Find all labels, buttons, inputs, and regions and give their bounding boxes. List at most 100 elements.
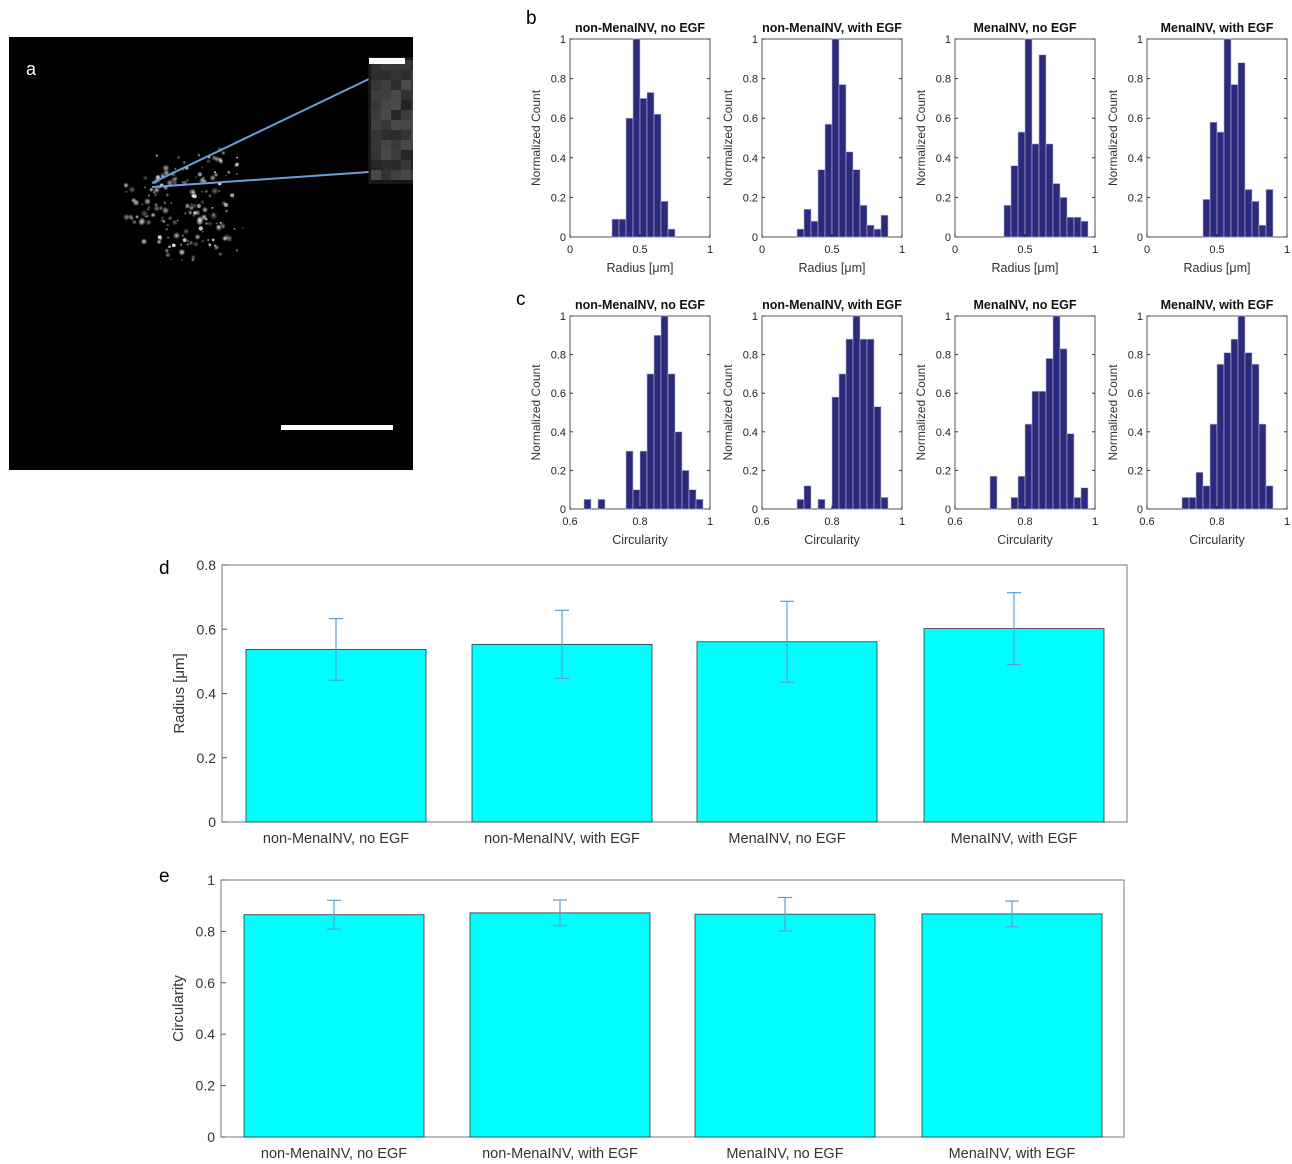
- fluorescent-spot: [224, 202, 229, 207]
- y-tick-label: 0.6: [551, 113, 566, 125]
- y-tick-label: 0.2: [1128, 192, 1143, 204]
- y-axis-label: Radius [μm]: [171, 653, 188, 733]
- histogram-bar: [866, 224, 875, 238]
- histogram-bar: [1059, 348, 1068, 510]
- histogram-bar: [688, 489, 697, 510]
- histogram-c4: 0 0.2 0.4 0.6 0.8 1 0.6 0.8 1 MenaINV, with EGF Ci…: [1106, 298, 1290, 547]
- fluorescent-spot: [194, 175, 198, 180]
- x-axis-label: Circularity: [612, 533, 668, 547]
- inset-pixel: [391, 70, 401, 80]
- x-tick-label: 0: [567, 244, 573, 256]
- fluorescent-spot: [207, 238, 210, 242]
- x-tick-label: 1: [1284, 244, 1290, 256]
- fluorescent-spot: [142, 175, 149, 181]
- fluorescent-spot: [172, 231, 181, 240]
- histogram-bar: [653, 334, 662, 510]
- y-tick-label: 1: [560, 34, 566, 46]
- fluorescent-spot: [201, 230, 205, 233]
- inset-pixel: [401, 70, 411, 80]
- fluorescent-spot: [180, 233, 186, 238]
- y-tick-label: 0: [752, 504, 758, 516]
- histogram-bar: [639, 98, 648, 238]
- microscopy-image: [122, 57, 413, 430]
- inset-pixel: [411, 60, 413, 70]
- histogram-bar: [859, 205, 868, 238]
- histogram-b2: 0 0.2 0.4 0.6 0.8 1 0 0.5 1 non-MenaINV, with EGF…: [721, 21, 905, 275]
- inset-pixel: [371, 150, 381, 160]
- summary-bar: [921, 913, 1103, 1138]
- y-tick-label: 0.6: [936, 388, 951, 400]
- fluorescent-spot: [140, 202, 144, 207]
- histogram-bar: [1244, 352, 1253, 510]
- panel-label-a: a: [26, 59, 37, 79]
- histogram-bar: [1230, 84, 1239, 238]
- inset-pixel: [381, 110, 391, 120]
- histogram-bar: [625, 450, 634, 510]
- y-tick-label: 0.4: [743, 427, 758, 439]
- histogram-bar: [583, 499, 592, 510]
- histogram-bar: [873, 228, 882, 238]
- inset-pixel: [371, 110, 381, 120]
- fluorescent-spot: [236, 156, 239, 159]
- fluorescent-spot: [140, 209, 149, 218]
- histogram-bar: [1216, 131, 1225, 238]
- fluorescent-spot: [183, 211, 187, 215]
- fluorescent-spot: [186, 239, 190, 243]
- x-tick-label: 0.8: [1017, 516, 1032, 528]
- zoom-line-lower: [151, 171, 370, 188]
- histogram-title: MenaINV, no EGF: [973, 21, 1076, 35]
- category-label: MenaINV, with EGF: [951, 831, 1078, 847]
- y-tick-label: 0.2: [1128, 465, 1143, 477]
- histogram-bar: [660, 315, 669, 510]
- y-tick-label: 0.6: [551, 388, 566, 400]
- y-tick-label: 0.8: [743, 350, 758, 362]
- inset-pixel: [401, 80, 411, 90]
- fluorescent-spot: [176, 155, 181, 160]
- category-label: non-MenaINV, no EGF: [261, 1146, 407, 1162]
- fluorescent-spot: [154, 153, 159, 158]
- histogram-bar: [1066, 433, 1075, 510]
- fluorescent-spot: [198, 226, 203, 231]
- y-tick-label: 0: [207, 1129, 215, 1145]
- y-axis-label: Circularity: [170, 975, 187, 1042]
- x-tick-label: 0.6: [562, 516, 577, 528]
- fluorescent-spot: [217, 188, 222, 193]
- histogram-bar: [632, 489, 641, 510]
- inset-pixel: [381, 120, 391, 130]
- fluorescent-spot: [220, 150, 226, 156]
- histogram-bar: [1045, 358, 1054, 510]
- summary-bar: [694, 913, 876, 1138]
- histogram-bar: [845, 338, 854, 510]
- x-axis-label: Circularity: [997, 533, 1053, 547]
- category-label: MenaINV, no EGF: [728, 831, 845, 847]
- y-tick-label: 0.8: [1128, 350, 1143, 362]
- inset-pixel: [401, 110, 411, 120]
- fluorescent-spot: [190, 202, 194, 207]
- panel-label-b: b: [526, 8, 537, 29]
- fluorescent-spot: [208, 244, 211, 247]
- fluorescent-spot: [191, 194, 195, 198]
- x-tick-label: 0.8: [1209, 516, 1224, 528]
- fluorescent-spot: [233, 227, 236, 230]
- fluorescent-spot: [213, 171, 216, 174]
- category-label: MenaINV, with EGF: [949, 1146, 1076, 1162]
- inset-pixel: [401, 150, 411, 160]
- histogram-bar: [1181, 497, 1190, 510]
- fluorescent-spot: [188, 239, 195, 246]
- fluorescent-spot: [164, 251, 171, 259]
- histogram-title: non-MenaINV, no EGF: [575, 298, 705, 312]
- fluorescent-spot: [187, 209, 193, 216]
- fluorescent-spot: [169, 258, 173, 261]
- inset-pixel: [371, 160, 381, 170]
- inset-pixel: [411, 140, 413, 150]
- fluorescent-spot: [152, 186, 161, 194]
- x-tick-label: 1: [1092, 244, 1098, 256]
- fluorescent-spot: [197, 153, 201, 157]
- inset-pixel: [381, 160, 391, 170]
- histogram-bar: [1195, 472, 1204, 510]
- histogram-bar: [625, 117, 634, 238]
- fluorescent-spot: [166, 236, 170, 240]
- histogram-bar: [1031, 143, 1040, 238]
- histogram-title: non-MenaINV, no EGF: [575, 21, 705, 35]
- fluorescent-spot: [171, 219, 179, 226]
